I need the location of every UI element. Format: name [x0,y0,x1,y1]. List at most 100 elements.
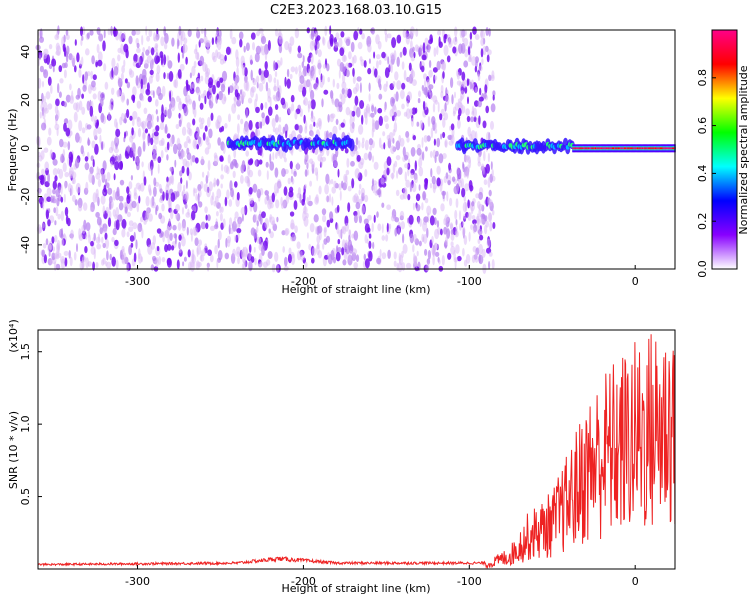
spectrogram-noise-blob [345,62,350,70]
spectrogram-noise-blob [207,160,211,171]
spectrogram-noise-blob [65,214,69,225]
spectrogram-noise-blob [427,249,431,260]
spectrogram-noise-blob [474,251,478,257]
spectrogram-noise-blob [174,159,177,168]
spectrogram-noise-blob [250,227,256,236]
spectrogram-noise-blob [471,56,477,66]
spectrogram-noise-blob [55,263,61,271]
spectrogram-noise-blob [89,105,94,117]
spectrogram-noise-blob [50,84,53,94]
spectrogram-noise-blob [340,122,345,128]
spectrogram-noise-blob [313,121,316,127]
spectrogram-noise-blob [245,108,249,119]
spectrogram-noise-blob [355,254,360,262]
spectrogram-noise-blob [145,49,150,56]
spectrogram-band-core [657,147,659,150]
spectrogram-noise-blob [188,171,192,181]
spectrogram-noise-blob [176,95,180,103]
spectrogram-noise-blob [162,191,165,201]
spectrogram-noise-blob [219,58,225,65]
spectrogram-noise-blob [377,107,383,114]
spectrogram-noise-blob [483,150,486,162]
spectrogram-noise-blob [80,38,83,47]
spectrogram-noise-blob [410,117,414,128]
spectrogram-noise-blob [411,79,417,86]
spectrogram-noise-blob [322,37,326,46]
spectrogram-noise-blob [442,117,446,128]
spectrogram-noise-blob [328,132,333,138]
spectrogram-noise-blob [90,155,94,162]
spectrogram-noise-blob [166,154,169,161]
spectrogram-noise-blob [216,39,219,48]
spectrogram-noise-blob [470,205,474,215]
spectrogram-noise-blob [298,64,302,73]
spectrogram-noise-blob [153,186,157,197]
spectrogram-noise-blob [158,140,164,146]
snr-y-tick-label: 1.5 [19,343,32,361]
spectrogram-noise-blob [478,243,483,255]
spectrogram-noise-blob [353,230,359,241]
spectrogram-noise-blob [219,29,222,38]
spectrogram-noise-blob [252,183,258,193]
spectrogram-noise-blob [430,37,433,44]
spectrogram-noise-blob [455,219,458,226]
spectrogram-band-core [671,147,674,150]
spectrogram-noise-blob [102,40,106,52]
spectrogram-noise-blob [411,182,417,193]
spectrogram-noise-blob [371,105,375,112]
spectrogram-noise-blob [52,180,57,190]
spectrogram-noise-blob [225,237,228,248]
spectrogram-noise-blob [348,244,354,254]
spectrogram-noise-blob [303,183,307,190]
spectrogram-noise-blob [261,152,264,158]
spectrogram-noise-blob [78,100,83,111]
spectrogram-band-core [635,147,638,150]
spectrogram-noise-blob [198,239,202,246]
spectrogram-noise-blob [248,244,252,253]
spectrogram-noise-blob [47,76,52,86]
spectrogram-band-core [641,147,644,150]
spectrogram-x-tick-label: -100 [457,275,482,288]
spectrogram-noise-blob [205,214,208,221]
spectrogram-noise-blob [471,254,476,264]
spectrogram-noise-blob [136,100,142,109]
spectrogram-noise-blob [385,234,389,242]
spectrogram-noise-blob [234,77,238,87]
spectrogram-noise-blob [304,169,308,177]
spectrogram-noise-blob [39,111,42,119]
spectrogram-noise-blob [271,118,276,128]
spectrogram-noise-blob [436,137,441,148]
spectrogram-noise-blob [97,59,103,67]
spectrogram-noise-blob [177,181,182,193]
spectrogram-noise-blob [124,78,128,84]
spectrogram-noise-blob [126,81,131,89]
spectrogram-noise-blob [107,217,112,227]
spectrogram-noise-blob [306,232,309,239]
spectrogram-noise-blob [462,161,465,170]
spectrogram-noise-blob [363,218,369,225]
spectrogram-noise-blob [313,214,319,223]
spectrogram-noise-blob [168,218,171,226]
spectrogram-noise-blob [200,221,206,230]
spectrogram-noise-blob [236,66,239,77]
spectrogram-noise-blob [346,158,350,168]
spectrogram-noise-blob [308,195,311,201]
spectrogram-noise-blob [391,115,395,122]
spectrogram-noise-blob [208,99,212,106]
spectrogram-noise-blob [276,187,280,194]
spectrogram-noise-blob [219,155,224,162]
spectrogram-noise-blob [436,60,441,71]
spectrogram-noise-blob [96,216,102,226]
spectrogram-noise-blob [130,175,133,181]
colorbar-tick-label: 0.2 [696,212,709,230]
spectrogram-noise-blob [420,65,425,73]
spectrogram-noise-blob [321,156,327,162]
spectrogram-noise-blob [396,56,400,67]
spectrogram-noise-blob [290,66,296,73]
spectrogram-noise-blob [169,232,173,241]
figure-title: C2E3.2023.168.03.10.G15 [270,3,442,18]
spectrogram-noise-blob [291,103,295,112]
spectrogram-noise-blob [221,70,228,82]
spectrogram-noise-blob [97,179,102,188]
spectrogram-noise-blob [148,29,153,37]
